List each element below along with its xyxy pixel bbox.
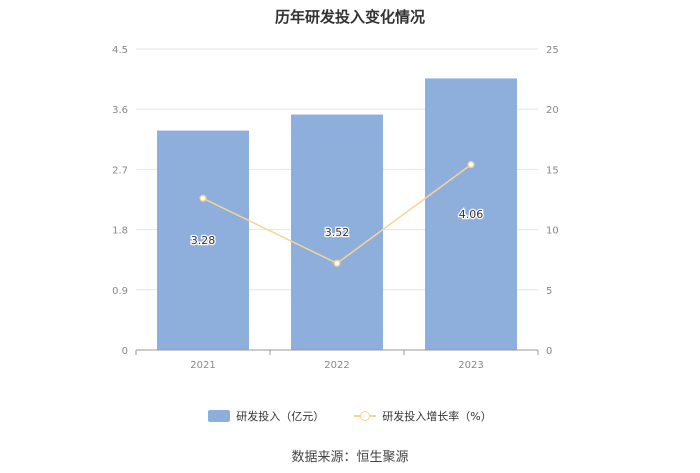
bar: [291, 114, 383, 350]
bar-series: [157, 78, 517, 350]
chart-title: 历年研发投入变化情况: [274, 8, 425, 26]
data-labels: 3.28 3.52 4.06: [190, 207, 485, 249]
chart-legend: 研发投入（亿元） 研发投入增长率（%）: [0, 408, 700, 424]
y-left-tick-label: 0: [122, 346, 128, 357]
y-right-tick-label: 15: [546, 165, 559, 176]
y-left-tick-label: 2.7: [112, 165, 128, 176]
legend-item-line[interactable]: 研发投入增长率（%）: [354, 408, 492, 424]
bar: [157, 130, 249, 350]
legend-line-label: 研发投入增长率（%）: [382, 410, 492, 423]
y-left-tick-label: 4.5: [112, 45, 128, 56]
legend-line-swatch: [354, 410, 377, 422]
data-source: 数据来源：恒生聚源: [291, 450, 409, 465]
bar-value-label: 3.52: [325, 226, 350, 239]
y-right-tick-label: 10: [546, 226, 559, 237]
bar: [425, 78, 517, 350]
legend-bar-swatch: [208, 410, 231, 422]
growth-point: [467, 161, 475, 169]
y-left-tick-label: 0.9: [112, 286, 128, 297]
bar-value-label: 3.28: [191, 234, 216, 247]
y-left-tick-label: 1.8: [112, 226, 128, 237]
growth-point: [333, 259, 341, 267]
legend-item-bar[interactable]: 研发投入（亿元）: [208, 408, 324, 424]
y-right-tick-label: 5: [546, 286, 552, 297]
line-series: [199, 161, 475, 267]
y-right-tick-label: 0: [546, 346, 552, 357]
x-tick-label: 2023: [458, 360, 483, 371]
x-tick-label: 2021: [190, 360, 215, 371]
x-tick-label: 2022: [324, 360, 349, 371]
y-left-tick-label: 3.6: [112, 105, 128, 116]
growth-point: [199, 194, 207, 202]
axes: 0 0.9 1.8 2.7 3.6 4.5 0 5 10 15 20 25 2021 2022 2023: [112, 45, 559, 371]
legend-bar-label: 研发投入（亿元）: [236, 410, 325, 423]
chart-plot: 3.28 3.52 4.06 0 0.9 1.8 2.7 3.6 4.5 0 5 10 15 20 25 2…: [112, 45, 559, 371]
y-right-tick-label: 25: [546, 45, 559, 56]
y-right-tick-label: 20: [546, 105, 559, 116]
bar-value-label: 4.06: [459, 208, 484, 221]
